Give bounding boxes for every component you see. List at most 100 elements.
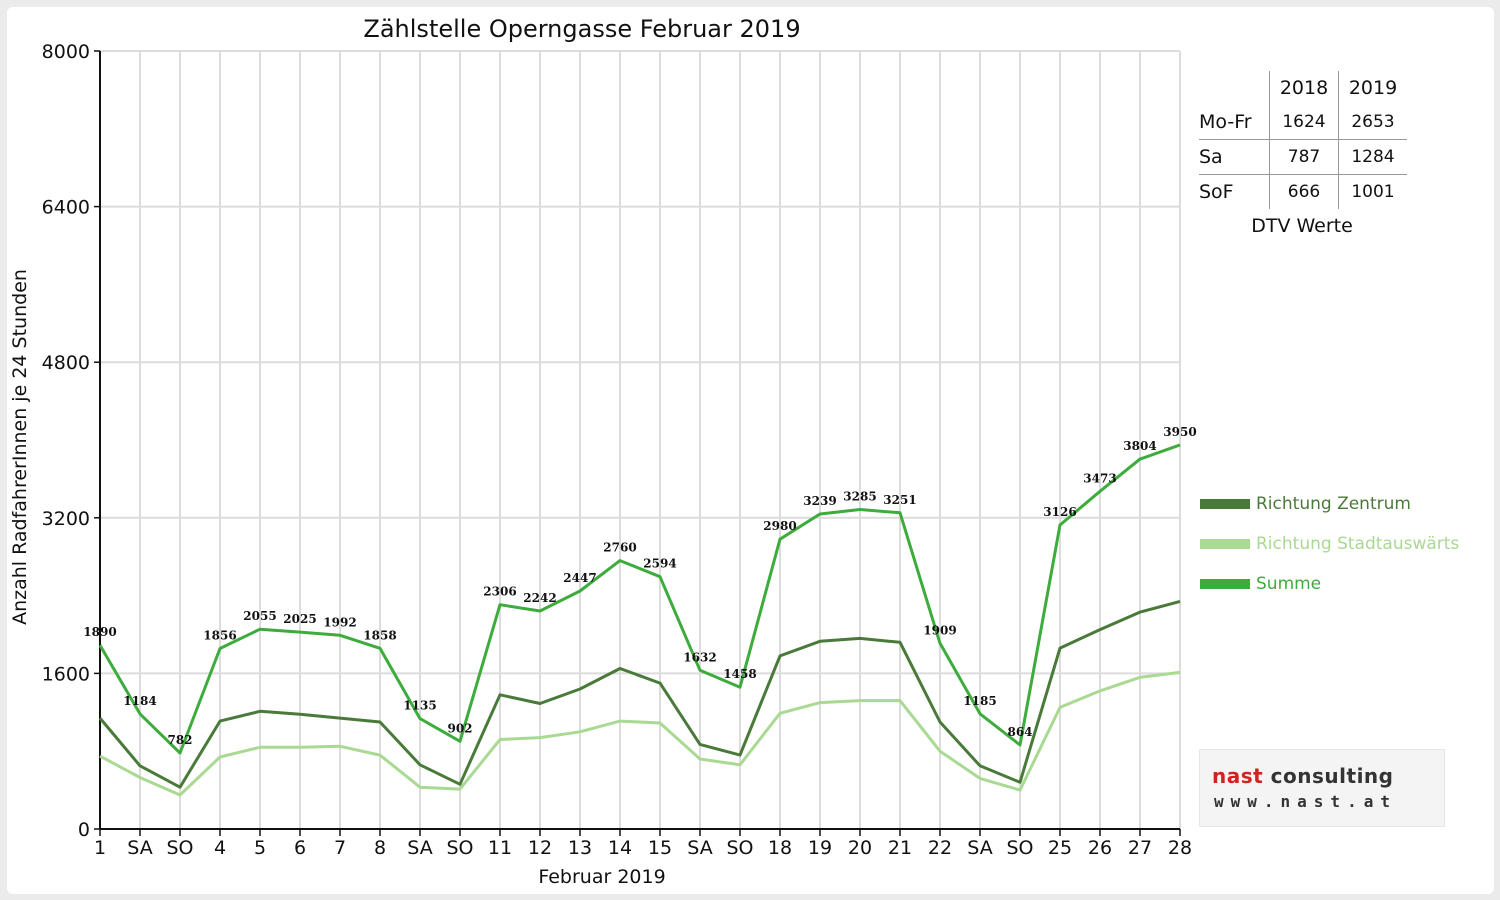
y-ticks: 0 1600 3200 4800 6400 8000 xyxy=(42,41,90,841)
legend-label: Richtung Stadtauswärts xyxy=(1256,534,1460,554)
x-tick-label: SA xyxy=(967,837,992,859)
grid xyxy=(100,50,1181,829)
data-label: 3950 xyxy=(1163,425,1196,439)
x-tick-label: 18 xyxy=(768,837,792,859)
data-label: 782 xyxy=(167,733,192,747)
x-tick-label: SA xyxy=(687,837,712,859)
x-tick-label: 14 xyxy=(608,837,632,859)
data-label: 2306 xyxy=(483,585,516,599)
dtv-header-2019: 2019 xyxy=(1338,71,1407,105)
data-label: 3285 xyxy=(843,490,876,504)
legend-item-zentrum: Richtung Zentrum xyxy=(1200,494,1411,514)
data-label: 3251 xyxy=(883,493,916,507)
data-label: 1890 xyxy=(83,625,116,639)
dtv-row-label: Mo-Fr xyxy=(1199,105,1270,140)
data-label: 2760 xyxy=(603,541,636,555)
dtv-corner xyxy=(1199,71,1270,105)
data-label: 2025 xyxy=(283,612,316,626)
logo-url: www.nast.at xyxy=(1214,792,1397,811)
dtv-row-label: Sa xyxy=(1199,139,1270,175)
legend-item-stadtauswaerts: Richtung Stadtauswärts xyxy=(1200,534,1459,554)
x-tick-label: 27 xyxy=(1128,837,1152,859)
x-tick-label: 15 xyxy=(648,837,672,859)
x-tick-label: 12 xyxy=(528,837,552,859)
dtv-header-2018: 2018 xyxy=(1269,71,1339,105)
x-tick-label: 5 xyxy=(254,837,266,859)
dtv-value: 2653 xyxy=(1338,105,1407,140)
chart-panel: 0 1600 3200 4800 6400 8000 1 SA SO 4 5 6 7 8 SA SO 11 12… xyxy=(7,7,1494,894)
x-tick-label: 28 xyxy=(1168,837,1192,859)
x-tick-label: 21 xyxy=(888,837,912,859)
legend-label: Summe xyxy=(1256,574,1322,594)
data-label: 2594 xyxy=(643,557,676,571)
dtv-value: 1284 xyxy=(1338,139,1407,175)
data-label: 864 xyxy=(1007,725,1032,739)
data-label: 1135 xyxy=(403,699,436,713)
chart-title: Zählstelle Operngasse Februar 2019 xyxy=(363,15,800,43)
x-tick-label: 13 xyxy=(568,837,592,859)
y-tick-label: 6400 xyxy=(42,197,90,219)
legend-swatch xyxy=(1200,579,1250,589)
y-tick-label: 8000 xyxy=(42,41,90,63)
y-axis-title: Anzahl RadfahrerInnen je 24 Stunden xyxy=(9,269,31,625)
x-tick-label: SO xyxy=(1006,837,1033,859)
x-tick-label: 26 xyxy=(1088,837,1112,859)
data-label: 2242 xyxy=(523,591,556,605)
x-axis-title: Februar 2019 xyxy=(538,866,665,888)
dtv-row-label: SoF xyxy=(1199,181,1234,203)
logo-wordmark: nast consulting xyxy=(1212,764,1394,788)
x-tick-label: 7 xyxy=(334,837,346,859)
dtv-value: 666 xyxy=(1269,174,1339,209)
series-line-richtung-zentrum xyxy=(98,599,1181,789)
x-tick-label: SA xyxy=(127,837,152,859)
dtv-table: 2018 2019 Mo-Fr 1624 2653 Sa 787 1284 So… xyxy=(1199,71,1407,209)
data-label: 2447 xyxy=(563,571,596,585)
x-tick-label: 19 xyxy=(808,837,832,859)
x-tick-label: 25 xyxy=(1048,837,1072,859)
dtv-value: 787 xyxy=(1269,139,1339,175)
x-tick-label: SO xyxy=(166,837,193,859)
series-line-summe xyxy=(98,443,1181,755)
x-tick-label: 1 xyxy=(94,837,106,859)
x-tick-label: SO xyxy=(446,837,473,859)
y-tick-label: 0 xyxy=(78,819,90,841)
data-label: 3804 xyxy=(1123,439,1156,453)
line-chart: 0 1600 3200 4800 6400 8000 1 SA SO 4 5 6 7 8 SA SO 11 12… xyxy=(9,15,1197,888)
data-label: 3473 xyxy=(1083,471,1116,485)
x-tick-label: 8 xyxy=(374,837,386,859)
x-tick-label: 6 xyxy=(294,837,306,859)
x-tick-label: SO xyxy=(726,837,753,859)
legend-swatch xyxy=(1200,499,1250,509)
series-lines xyxy=(98,443,1181,797)
y-tick-label: 1600 xyxy=(42,663,90,685)
data-label: 3239 xyxy=(803,494,836,508)
data-label: 1909 xyxy=(923,623,956,637)
data-label: 902 xyxy=(447,721,472,735)
y-tick-label: 4800 xyxy=(42,352,90,374)
data-label: 1184 xyxy=(123,694,156,708)
legend-swatch xyxy=(1200,539,1250,549)
data-label: 2055 xyxy=(243,609,276,623)
dtv-caption: DTV Werte xyxy=(1251,215,1353,237)
x-tick-label: SA xyxy=(407,837,432,859)
dtv-value: 1624 xyxy=(1269,105,1339,140)
dtv-value: 1001 xyxy=(1338,174,1407,209)
data-label: 1992 xyxy=(323,615,356,629)
dtv-row: Sa 787 1284 xyxy=(1199,139,1407,175)
data-label: 1185 xyxy=(963,694,996,708)
axes xyxy=(94,50,1181,836)
nast-consulting-logo: nast consulting www.nast.at xyxy=(1199,749,1445,827)
y-tick-label: 3200 xyxy=(42,508,90,530)
x-tick-label: 11 xyxy=(488,837,512,859)
dtv-row: SoF 666 1001 xyxy=(1199,174,1407,209)
data-label: 3126 xyxy=(1043,505,1076,519)
x-tick-label: 4 xyxy=(214,837,226,859)
legend-item-summe: Summe xyxy=(1200,574,1321,594)
data-labels: 1890 1184 782 1856 2055 2025 1992 1858 1135 902 23… xyxy=(83,425,1196,747)
x-tick-label: 22 xyxy=(928,837,952,859)
series-line-richtung-stadtausw-rts xyxy=(99,670,1181,797)
data-label: 1856 xyxy=(203,629,236,643)
data-label: 1458 xyxy=(723,667,756,681)
data-label: 1858 xyxy=(363,628,396,642)
data-label: 1632 xyxy=(683,650,716,664)
